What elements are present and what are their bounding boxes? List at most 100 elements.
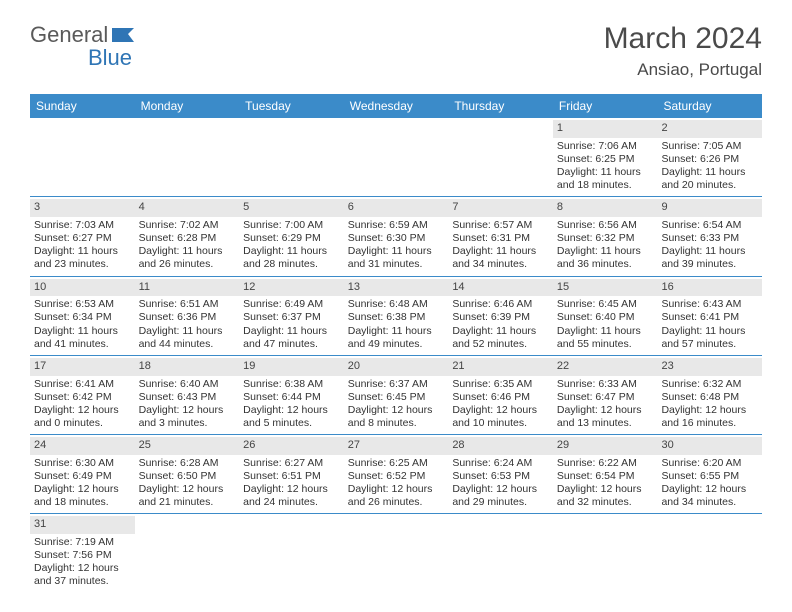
day-cell: 3 Sunrise: 7:03 AMSunset: 6:27 PMDaylight…	[30, 197, 135, 275]
day-detail: Sunrise: 6:46 AM	[452, 298, 549, 311]
day-detail: and 26 minutes.	[139, 258, 236, 271]
day-detail: Sunrise: 6:53 AM	[34, 298, 131, 311]
day-detail: Daylight: 11 hours	[661, 325, 758, 338]
day-detail: Daylight: 12 hours	[557, 483, 654, 496]
day-detail: Sunrise: 6:59 AM	[348, 219, 445, 232]
day-detail: Sunrise: 7:03 AM	[34, 219, 131, 232]
day-number: 6	[344, 199, 449, 217]
day-number: 7	[448, 199, 553, 217]
day-detail: Sunset: 6:41 PM	[661, 311, 758, 324]
day-number: 24	[30, 437, 135, 455]
day-detail: and 32 minutes.	[557, 496, 654, 509]
day-detail: and 55 minutes.	[557, 338, 654, 351]
day-detail: Sunset: 6:31 PM	[452, 232, 549, 245]
day-detail: Sunset: 6:26 PM	[661, 153, 758, 166]
day-detail: Daylight: 11 hours	[348, 325, 445, 338]
day-detail: Sunset: 7:56 PM	[34, 549, 131, 562]
day-detail: and 57 minutes.	[661, 338, 758, 351]
day-detail: Daylight: 11 hours	[557, 245, 654, 258]
day-detail: Daylight: 11 hours	[34, 325, 131, 338]
day-cell: 27Sunrise: 6:25 AMSunset: 6:52 PMDayligh…	[344, 435, 449, 513]
day-number: 21	[448, 358, 553, 376]
day-number: 9	[657, 199, 762, 217]
day-detail: and 18 minutes.	[34, 496, 131, 509]
day-number: 11	[135, 279, 240, 297]
day-cell-empty	[553, 514, 658, 592]
day-detail: Daylight: 11 hours	[139, 325, 236, 338]
day-cell-empty	[135, 118, 240, 196]
day-detail: Sunrise: 6:38 AM	[243, 378, 340, 391]
day-cell: 18Sunrise: 6:40 AMSunset: 6:43 PMDayligh…	[135, 356, 240, 434]
day-cell: 7Sunrise: 6:57 AMSunset: 6:31 PMDaylight…	[448, 197, 553, 275]
day-cell: 17Sunrise: 6:41 AMSunset: 6:42 PMDayligh…	[30, 356, 135, 434]
day-detail: Sunset: 6:36 PM	[139, 311, 236, 324]
week-row: 3Sunrise: 7:03 AMSunset: 6:27 PMDaylight…	[30, 197, 762, 276]
day-number: 23	[657, 358, 762, 376]
day-number: 29	[553, 437, 658, 455]
day-cell: 10Sunrise: 6:53 AMSunset: 6:34 PMDayligh…	[30, 277, 135, 355]
day-detail: Sunrise: 6:35 AM	[452, 378, 549, 391]
day-detail: Sunrise: 6:37 AM	[348, 378, 445, 391]
day-detail: Sunset: 6:55 PM	[661, 470, 758, 483]
day-number: 2	[657, 120, 762, 138]
day-detail: Sunrise: 6:25 AM	[348, 457, 445, 470]
day-detail: Daylight: 11 hours	[34, 245, 131, 258]
day-detail: and 39 minutes.	[661, 258, 758, 271]
day-cell: 20Sunrise: 6:37 AMSunset: 6:45 PMDayligh…	[344, 356, 449, 434]
day-detail: Sunrise: 6:51 AM	[139, 298, 236, 311]
day-detail: and 16 minutes.	[661, 417, 758, 430]
day-detail: and 29 minutes.	[452, 496, 549, 509]
day-number: 16	[657, 279, 762, 297]
day-cell-empty	[448, 118, 553, 196]
day-detail: Sunrise: 6:24 AM	[452, 457, 549, 470]
day-detail: Daylight: 11 hours	[557, 325, 654, 338]
day-number: 10	[30, 279, 135, 297]
day-detail: and 44 minutes.	[139, 338, 236, 351]
day-detail: Daylight: 12 hours	[452, 404, 549, 417]
day-cell: 1Sunrise: 7:06 AMSunset: 6:25 PMDaylight…	[553, 118, 658, 196]
day-number: 13	[344, 279, 449, 297]
day-cell: 5Sunrise: 7:00 AMSunset: 6:29 PMDaylight…	[239, 197, 344, 275]
day-cell: 21Sunrise: 6:35 AMSunset: 6:46 PMDayligh…	[448, 356, 553, 434]
day-detail: Daylight: 12 hours	[34, 562, 131, 575]
day-detail: Daylight: 12 hours	[139, 404, 236, 417]
day-cell-empty	[239, 514, 344, 592]
dow-cell: Monday	[135, 94, 240, 118]
day-cell: 8Sunrise: 6:56 AMSunset: 6:32 PMDaylight…	[553, 197, 658, 275]
day-number: 14	[448, 279, 553, 297]
day-detail: Daylight: 12 hours	[348, 404, 445, 417]
day-detail: Daylight: 12 hours	[34, 483, 131, 496]
day-cell: 30Sunrise: 6:20 AMSunset: 6:55 PMDayligh…	[657, 435, 762, 513]
day-number: 3	[30, 199, 135, 217]
day-detail: Sunset: 6:33 PM	[661, 232, 758, 245]
day-detail: and 37 minutes.	[34, 575, 131, 588]
day-number: 25	[135, 437, 240, 455]
day-detail: Sunset: 6:49 PM	[34, 470, 131, 483]
day-detail: Daylight: 12 hours	[34, 404, 131, 417]
day-detail: Sunset: 6:45 PM	[348, 391, 445, 404]
day-detail: and 3 minutes.	[139, 417, 236, 430]
day-detail: Sunset: 6:32 PM	[557, 232, 654, 245]
day-detail: Sunrise: 7:06 AM	[557, 140, 654, 153]
day-detail: Sunrise: 6:22 AM	[557, 457, 654, 470]
day-cell: 22Sunrise: 6:33 AMSunset: 6:47 PMDayligh…	[553, 356, 658, 434]
day-detail: Sunset: 6:27 PM	[34, 232, 131, 245]
day-detail: Sunrise: 6:33 AM	[557, 378, 654, 391]
day-number: 31	[30, 516, 135, 534]
month-title: March 2024	[604, 22, 762, 56]
day-cell: 25Sunrise: 6:28 AMSunset: 6:50 PMDayligh…	[135, 435, 240, 513]
day-detail: Sunrise: 6:27 AM	[243, 457, 340, 470]
day-detail: and 52 minutes.	[452, 338, 549, 351]
day-detail: Daylight: 11 hours	[243, 325, 340, 338]
day-cell-empty	[344, 118, 449, 196]
dow-cell: Wednesday	[344, 94, 449, 118]
day-detail: Sunset: 6:39 PM	[452, 311, 549, 324]
day-detail: Sunset: 6:40 PM	[557, 311, 654, 324]
day-number: 22	[553, 358, 658, 376]
day-detail: and 47 minutes.	[243, 338, 340, 351]
flag-icon	[112, 26, 136, 44]
day-detail: Sunrise: 6:28 AM	[139, 457, 236, 470]
day-cell: 24Sunrise: 6:30 AMSunset: 6:49 PMDayligh…	[30, 435, 135, 513]
day-cell: 31Sunrise: 7:19 AMSunset: 7:56 PMDayligh…	[30, 514, 135, 592]
day-detail: Sunset: 6:52 PM	[348, 470, 445, 483]
